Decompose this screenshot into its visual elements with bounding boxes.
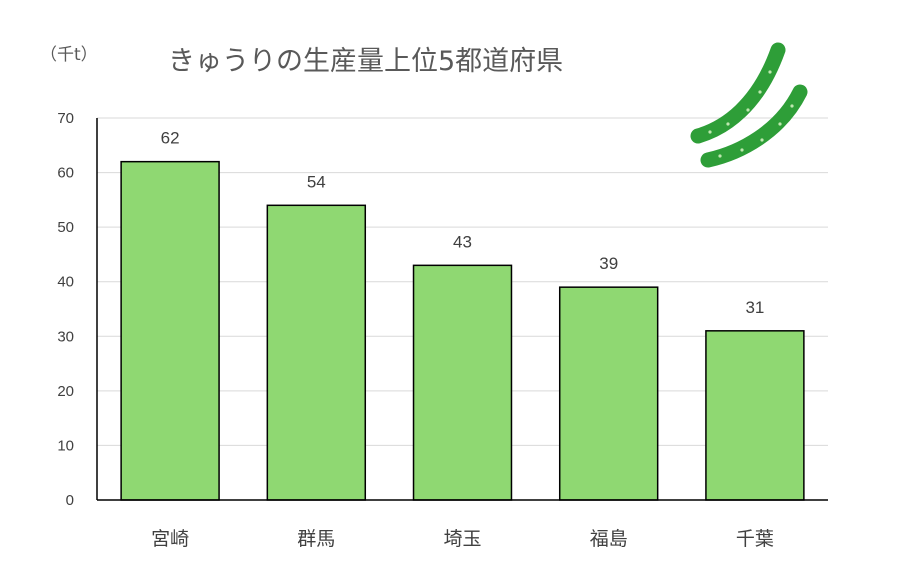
bar	[558, 286, 659, 501]
bar	[705, 330, 805, 501]
cucumber-body	[690, 42, 786, 144]
cucumber-dot	[718, 154, 722, 158]
cucumber-icon	[690, 42, 808, 168]
y-tick-label: 40	[57, 274, 74, 291]
x-category-label: 福島	[590, 528, 628, 550]
y-tick-label: 60	[57, 165, 74, 182]
cucumber-dot	[758, 90, 762, 94]
cucumber-dot	[746, 108, 750, 112]
y-tick-label: 0	[66, 492, 74, 509]
y-tick-label: 20	[57, 383, 74, 400]
data-label: 39	[599, 254, 618, 273]
x-axis-categories: 宮崎 群馬 埼玉 福島 千葉	[151, 528, 774, 550]
data-label: 54	[307, 172, 326, 191]
bar	[412, 264, 513, 501]
cucumber-dot	[790, 104, 794, 108]
cucumber-dot	[708, 130, 712, 134]
bar	[120, 160, 220, 501]
y-axis-ticks: 0 10 20 30 40 50 60 70	[57, 110, 74, 509]
y-tick-label: 70	[57, 110, 74, 127]
axes	[96, 118, 828, 501]
x-category-label: 宮崎	[151, 528, 189, 550]
bars	[120, 160, 805, 501]
cucumber-dot	[726, 122, 730, 126]
y-tick-label: 30	[57, 328, 74, 345]
bar	[266, 204, 367, 501]
cucumber-dot	[740, 148, 744, 152]
data-label: 62	[161, 129, 180, 148]
y-tick-label: 50	[57, 219, 74, 236]
cucumber-dot	[760, 138, 764, 142]
data-labels: 62 54 43 39 31	[161, 129, 765, 317]
chart-title: きゅうりの生産量上位5都道府県	[168, 46, 563, 77]
x-category-label: 群馬	[297, 528, 335, 550]
y-tick-label: 10	[57, 437, 74, 454]
data-label: 31	[745, 298, 764, 317]
x-category-label: 埼玉	[443, 528, 481, 550]
data-label: 43	[453, 232, 472, 251]
cucumber-dot	[768, 70, 772, 74]
x-category-label: 千葉	[736, 528, 774, 550]
cucumber-dot	[778, 122, 782, 126]
y-unit-label: （千t）	[40, 45, 98, 65]
